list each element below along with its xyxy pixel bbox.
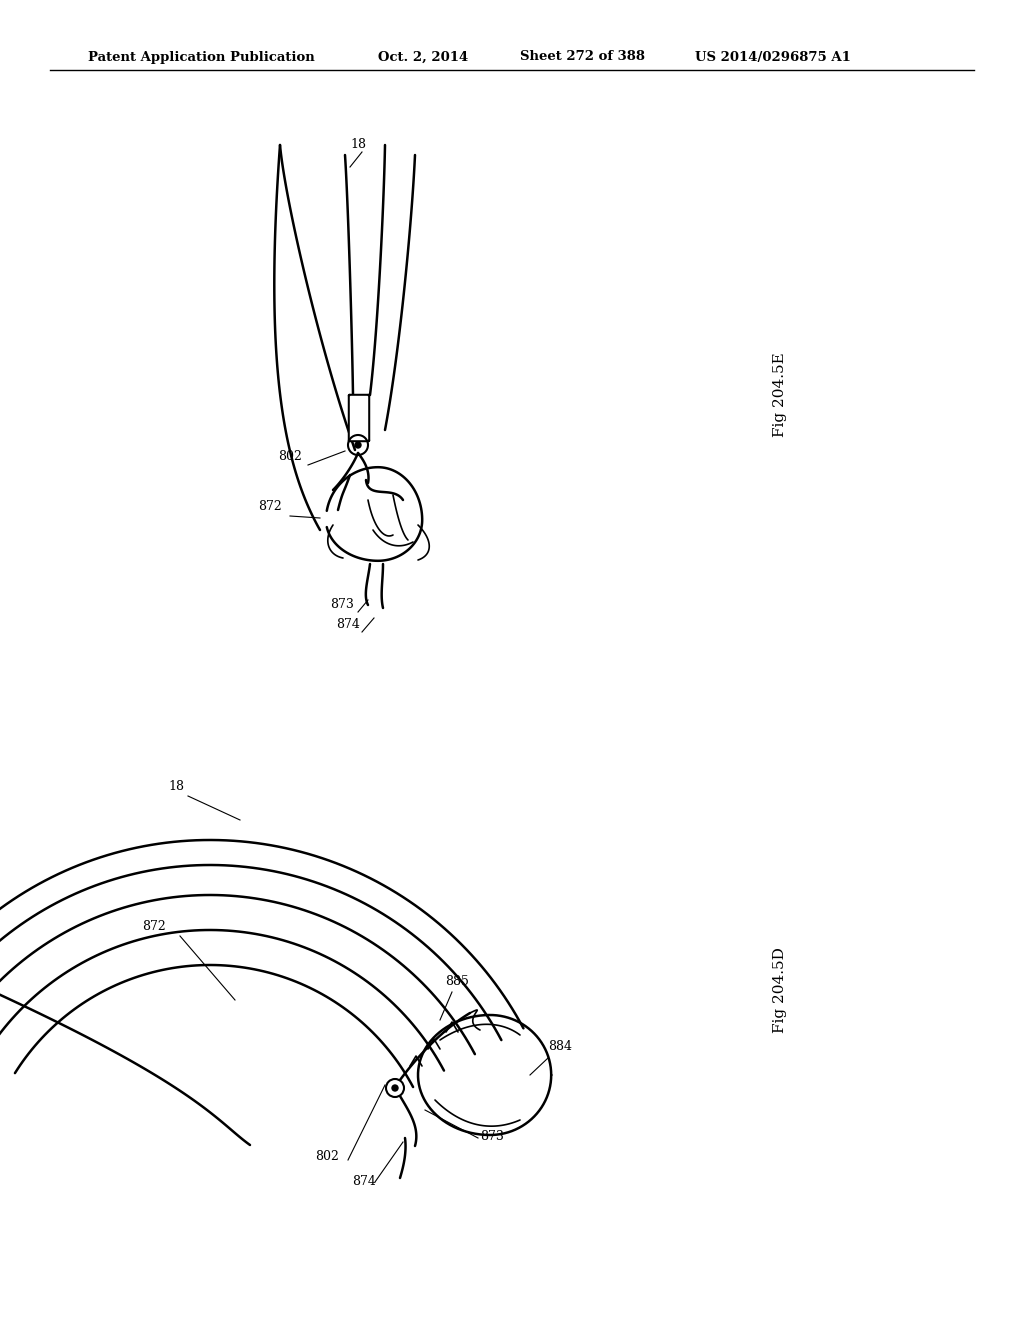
Text: 885: 885: [445, 975, 469, 987]
Text: 18: 18: [168, 780, 184, 793]
Text: 18: 18: [350, 139, 366, 150]
Text: 874: 874: [336, 618, 359, 631]
Text: Oct. 2, 2014: Oct. 2, 2014: [378, 50, 468, 63]
Circle shape: [392, 1085, 398, 1092]
Text: 873: 873: [480, 1130, 504, 1143]
Text: 884: 884: [548, 1040, 572, 1053]
Circle shape: [355, 442, 361, 447]
Text: Patent Application Publication: Patent Application Publication: [88, 50, 314, 63]
Text: 872: 872: [142, 920, 166, 933]
Bar: [350, 396, 367, 440]
Text: Sheet 272 of 388: Sheet 272 of 388: [520, 50, 645, 63]
Text: 802: 802: [278, 450, 302, 463]
Text: US 2014/0296875 A1: US 2014/0296875 A1: [695, 50, 851, 63]
Text: 872: 872: [258, 500, 282, 513]
Text: 874: 874: [352, 1175, 376, 1188]
Text: Fig 204.5D: Fig 204.5D: [773, 946, 787, 1034]
Text: 873: 873: [330, 598, 354, 611]
Text: Fig 204.5E: Fig 204.5E: [773, 352, 787, 437]
Text: 802: 802: [315, 1150, 339, 1163]
